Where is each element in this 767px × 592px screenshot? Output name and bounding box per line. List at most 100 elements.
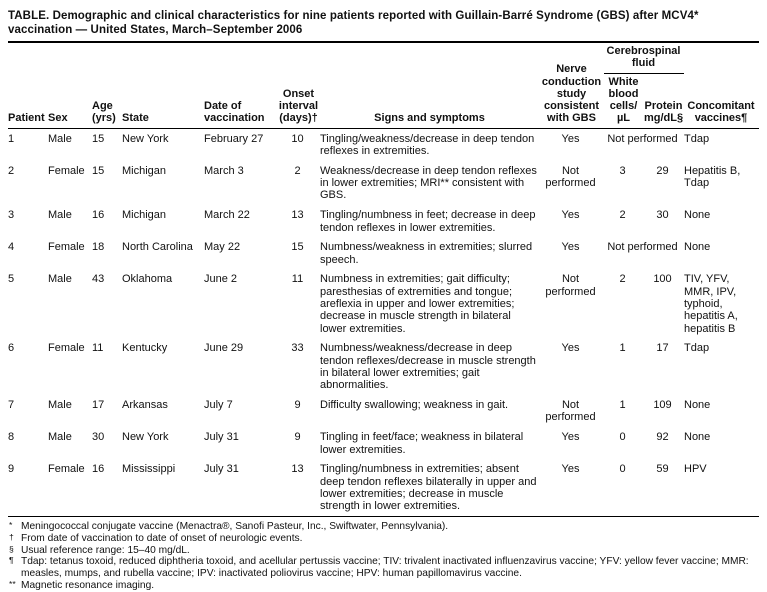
cell-patient: 9 xyxy=(8,459,48,518)
cell-state: Michigan xyxy=(122,209,167,222)
cell-state: Mississippi xyxy=(122,459,204,518)
cell-nerve-conduction: Yes xyxy=(561,241,580,254)
cell-protein: 100 xyxy=(653,273,672,286)
cell-wbc: 1 xyxy=(619,399,626,412)
cell-sex: Male xyxy=(48,431,72,444)
cell-age: 11 xyxy=(92,342,104,355)
col-header-wbc: White blood cells/µL xyxy=(604,73,644,129)
cell-vaccination-date: March 22 xyxy=(204,209,250,222)
cell-wbc: 0 xyxy=(619,431,626,444)
cell-vaccines: Hepatitis B, Tdap xyxy=(684,164,741,190)
cell-wbc: 2 xyxy=(619,273,626,286)
cell-vaccines: Tdap xyxy=(684,342,710,355)
cell-sex: Female xyxy=(48,342,85,355)
footnote-text: From date of vaccination to date of onse… xyxy=(21,532,303,544)
table-header: Patient Sex Age (yrs) State Date of vacc… xyxy=(8,43,759,129)
cell-state: Kentucky xyxy=(122,342,168,355)
table-row: 4 Female 18 North Carolina May 22 15 Numbness/… xyxy=(8,237,759,269)
cell-wbc: 3 xyxy=(619,164,626,177)
cell-vaccination-date: June 29 xyxy=(204,342,244,355)
cell-vaccination-date: July 31 xyxy=(204,459,278,518)
cell-sex: Male xyxy=(48,132,72,145)
cell-nerve-conduction: Not performed xyxy=(545,273,596,298)
table-row: 2 Female 15 Michigan March 3 2 Weakness/decrea… xyxy=(8,161,759,205)
cell-nerve-conduction: Yes xyxy=(540,459,604,518)
cell-onset-interval: 11 xyxy=(291,273,304,286)
cell-nerve-conduction: Not performed xyxy=(545,399,596,424)
cell-protein: 92 xyxy=(656,431,669,444)
footnote: ** Magnetic resonance imaging. xyxy=(8,578,759,592)
cell-nerve-conduction: Not performed xyxy=(545,164,596,190)
cell-onset-interval: 13 xyxy=(291,209,304,222)
cell-csf-not-performed: Not performed xyxy=(607,241,678,254)
cell-patient: 8 xyxy=(8,431,15,444)
cell-age: 18 xyxy=(92,241,105,254)
cell-protein: 59 xyxy=(644,459,684,518)
gbs-patients-table: Patient Sex Age (yrs) State Date of vacc… xyxy=(8,43,759,518)
cell-age: 15 xyxy=(92,164,105,177)
cell-patient: 5 xyxy=(8,273,15,286)
cell-sex: Male xyxy=(48,399,72,412)
cell-vaccines: None xyxy=(684,241,711,254)
cell-nerve-conduction: Yes xyxy=(561,132,580,145)
cell-patient: 7 xyxy=(8,399,15,412)
footnote-symbol: ¶ xyxy=(9,555,14,566)
col-header-age: Age (yrs) xyxy=(92,43,122,129)
cell-sex: Male xyxy=(48,209,72,222)
col-header-sex: Sex xyxy=(48,43,92,129)
table-body: 1 Male 15 New York February 27 10 Tingling/wea… xyxy=(8,128,759,518)
cell-state: Arkansas xyxy=(122,399,168,412)
cell-vaccination-date: July 31 xyxy=(204,431,239,444)
cell-sex: Female xyxy=(48,459,92,518)
cell-age: 15 xyxy=(92,132,105,145)
cell-vaccination-date: June 2 xyxy=(204,273,238,286)
table-row: 8 Male 30 New York July 31 9 Tingling in feet/… xyxy=(8,427,759,459)
table-row: 1 Male 15 New York February 27 10 Tingling/wea… xyxy=(8,128,759,161)
table-row: 5 Male 43 Oklahoma June 2 11 Numbness in extre… xyxy=(8,269,759,338)
footnote: * Meningococcal conjugate vaccine (Menact… xyxy=(8,520,759,533)
cell-age: 17 xyxy=(92,399,105,412)
cell-onset-interval: 9 xyxy=(294,399,301,412)
cell-onset-interval: 9 xyxy=(294,431,301,444)
cell-vaccines: HPV xyxy=(684,459,759,518)
cell-vaccines: Tdap xyxy=(684,132,710,145)
table-row: 7 Male 17 Arkansas July 7 9 Difficulty swallow… xyxy=(8,395,759,427)
cell-patient: 1 xyxy=(8,132,15,145)
cell-wbc: 1 xyxy=(619,342,626,355)
cell-vaccination-date: March 3 xyxy=(204,164,244,177)
cell-vaccination-date: February 27 xyxy=(204,132,264,145)
col-group-header-csf: Cerebrospinal fluid xyxy=(604,43,684,74)
cell-onset-interval: 10 xyxy=(291,132,304,145)
col-header-protein: Protein mg/dL§ xyxy=(644,73,684,129)
cell-signs: Numbness/weakness/decrease in deep tendo… xyxy=(320,342,536,392)
cell-vaccines: None xyxy=(684,399,711,412)
cell-protein: 29 xyxy=(656,164,669,177)
table-row: 9 Female 16 Mississippi July 31 13 Tingling/nu… xyxy=(8,459,759,518)
col-header-vaccines: Concomitant vaccines¶ xyxy=(684,43,759,129)
footnotes: * Meningococcal conjugate vaccine (Menact… xyxy=(8,517,759,592)
cell-nerve-conduction: Yes xyxy=(561,342,580,355)
cell-csf-not-performed: Not performed xyxy=(607,132,678,145)
cell-age: 30 xyxy=(92,431,105,444)
cell-signs: Numbness in extremities; gait difficulty… xyxy=(320,273,515,335)
cell-onset-interval: 15 xyxy=(291,241,304,254)
cell-state: North Carolina xyxy=(122,241,193,254)
footnote-text: Usual reference range: 15–40 mg/dL. xyxy=(21,544,190,556)
cell-sex: Male xyxy=(48,273,72,286)
cell-wbc: 2 xyxy=(619,209,626,222)
cell-onset-interval: 2 xyxy=(294,164,301,177)
footnote-symbol: † xyxy=(9,531,14,542)
col-header-nerve-conduction: Nerve conduction study consistent with G… xyxy=(540,43,604,129)
cell-state: New York xyxy=(122,431,169,444)
footnote: § Usual reference range: 15–40 mg/dL. xyxy=(8,544,759,557)
footnote-symbol: ** xyxy=(9,578,16,589)
cell-state: Michigan xyxy=(122,164,167,177)
footnote-text: Tdap: tetanus toxoid, reduced diphtheria… xyxy=(21,556,749,580)
col-header-vaccination-date: Date of vaccination xyxy=(204,43,278,129)
cell-patient: 4 xyxy=(8,241,15,254)
cell-patient: 3 xyxy=(8,209,15,222)
cell-patient: 6 xyxy=(8,342,15,355)
cell-vaccination-date: July 7 xyxy=(204,399,233,412)
footnote-text: Magnetic resonance imaging. xyxy=(21,579,155,591)
